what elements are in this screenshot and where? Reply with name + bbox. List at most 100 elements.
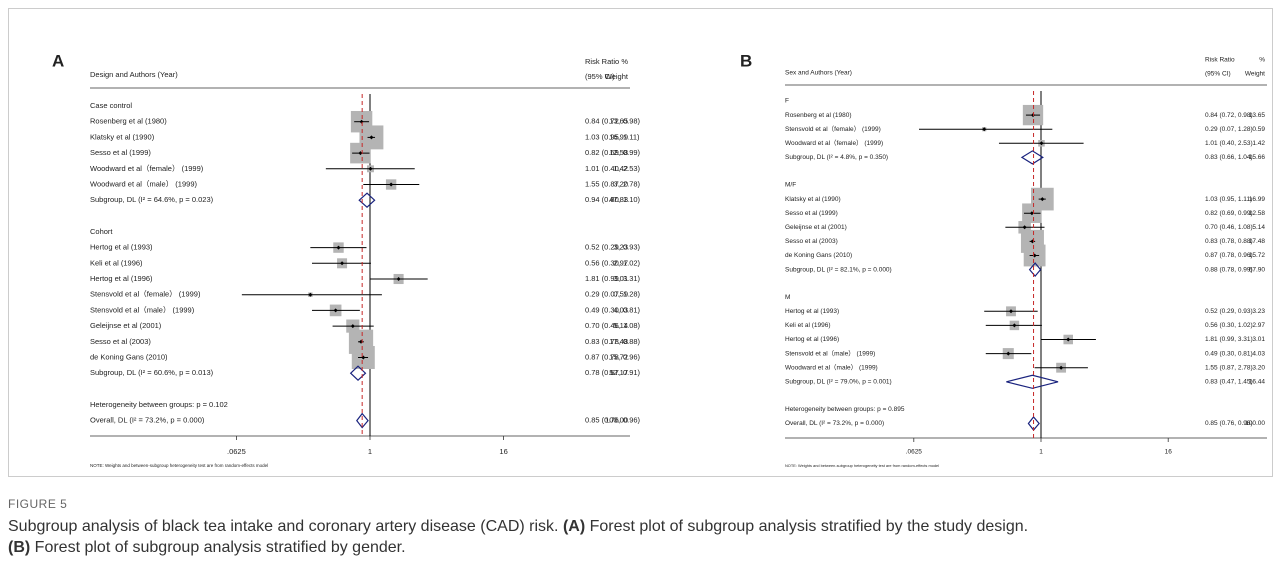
diamond [1006,374,1059,389]
weight-label: 5.14 [1252,224,1265,231]
point [1059,365,1064,370]
weight-label: 13.65 [609,117,628,126]
figure: A Design and Authors (Year) Risk Ratio (95%… [8,8,1273,477]
weight-label: 100.00 [1245,420,1265,427]
weight-label: 1.42 [613,164,628,173]
row-label: de Koning Gans (2010) [90,352,168,361]
ci-label: 0.29 (0.07, 1.28) [585,290,641,299]
point [333,308,338,313]
x-tick-label: 16 [1165,449,1173,456]
weight-label: 0.59 [613,290,628,299]
ci-label: 1.01 (0.40, 2.53) [585,164,641,173]
row-label: Overall, DL (I² = 73.2%, p = 0.000) [785,420,884,427]
note: NOTE: Weights and between-subgroup heter… [785,463,939,468]
caption-intro: Subgroup analysis of black tea intake an… [8,518,559,535]
ci-label: 0.94 (0.80, 1.10) [585,195,641,204]
row-label: Subgroup, DL (I² = 4.8%, p = 0.350) [785,154,888,161]
row-label: Keli et al (1996) [785,322,831,329]
row-label: Subgroup, DL (I² = 60.6%, p = 0.013) [90,368,214,377]
x-tick-label: 16 [499,447,507,456]
ci-label: 0.52 (0.29, 0.93) [1205,308,1253,315]
row-label: Hertog et al (1996) [785,336,839,343]
weight-label: 17.48 [609,337,628,346]
point [389,182,394,187]
weight-label: 1.42 [1252,140,1265,147]
point [396,277,401,281]
ci-label: 1.03 (0.95, 1.11) [585,132,640,141]
figure-label: FIGURE 5 [8,497,68,511]
weight-label: 12.58 [1249,210,1266,217]
row-label: Hertog et al (1993) [785,308,839,315]
row-label: Heterogeneity between groups: p = 0.102 [90,400,228,409]
ci-label: 0.84 (0.72, 0.98) [1205,112,1253,119]
diamond [358,192,376,209]
row-label: Sesso et al (2003) [785,238,838,245]
point [1012,323,1017,328]
row-label: Sesso et al (1999) [90,148,151,157]
weight-label: 100.00 [605,416,628,425]
row-label: M/F [785,182,796,189]
point [1029,211,1034,216]
ci-label: 0.56 (0.30, 1.02) [1205,322,1253,329]
row-label: Woodward et al（male） (1999) [90,179,197,188]
header: Risk Ratio [1205,57,1235,64]
header: % [621,57,628,66]
row-label: Stensvold et al（male） (1999) [90,305,195,314]
weight-label: 0.59 [1252,126,1265,133]
caption-text: Forest plot of subgroup analysis stratif… [589,518,1029,535]
diamond [1020,150,1044,165]
row-label: Hertog et al (1996) [90,274,153,283]
point [308,292,313,297]
figure-border [8,8,1273,477]
ci-label: 1.01 (0.40, 2.53) [1205,140,1253,147]
ci-label: 1.55 (0.87, 2.78) [585,179,641,188]
note: NOTE: Weights and between-subgroup heter… [90,463,268,468]
point [350,324,355,329]
row-label: Geleijnse et al (2001) [90,321,162,330]
ci-label: 0.87 (0.78, 0.96) [585,352,641,361]
point [369,135,374,140]
diamond [356,412,369,429]
row-label: Woodward et al（male） (1999) [785,363,878,371]
weight-label: 12.58 [609,148,628,157]
point [336,245,341,250]
weight-label: 17.48 [1249,238,1266,245]
ci-label: 0.78 (0.67, 0.91) [585,368,641,377]
ci-label: 1.55 (0.87, 2.78) [1205,364,1253,371]
weight-label: 2.97 [613,258,628,267]
header: Sex and Authors (Year) [785,70,852,77]
ci-label: 0.49 (0.30, 0.81) [1205,350,1253,357]
weight-label: 15.72 [609,352,628,361]
header: Design and Authors (Year) [90,70,178,79]
weight-label: 67.90 [1249,266,1266,273]
ci-label: 0.83 (0.47, 1.45) [1205,379,1253,386]
header: Weight [605,72,629,81]
ci-label: 0.83 (0.66, 1.04) [1205,154,1253,161]
weight-label: 16.99 [609,132,628,141]
row-label: Subgroup, DL (I² = 82.1%, p = 0.000) [785,266,892,273]
ci-label: 0.87 (0.78, 0.96) [1205,252,1253,259]
row-label: Overall, DL (I² = 73.2%, p = 0.000) [90,416,205,425]
caption-letter: (B) [8,539,31,556]
weight-label: 16.44 [1249,379,1266,386]
ci-label: 0.83 (0.78, 0.88) [1205,238,1253,245]
point [368,166,373,171]
ci-label: 0.83 (0.78, 0.88) [585,337,641,346]
weight-label: 47.83 [609,195,628,204]
ci-label: 0.70 (0.46, 1.08) [1205,224,1253,231]
x-tick-label: .0625 [906,449,923,456]
row-label: Heterogeneity between groups: p = 0.895 [785,406,905,413]
row-label: Stensvold et al（male） (1999) [785,349,875,357]
point [1040,197,1045,202]
row-label: Case control [90,101,132,110]
caption-letter: (A) [562,518,586,535]
weight-label: 16.99 [1249,196,1266,203]
ci-label: 0.52 (0.29, 0.93) [585,243,641,252]
point [1022,225,1027,230]
row-label: Cohort [90,227,113,236]
weight-label: 15.72 [1249,252,1266,259]
ci-label: 0.84 (0.72, 0.98) [585,117,641,126]
row-label: Stensvold et al（female） (1999) [785,125,881,133]
diamond [1027,416,1040,431]
